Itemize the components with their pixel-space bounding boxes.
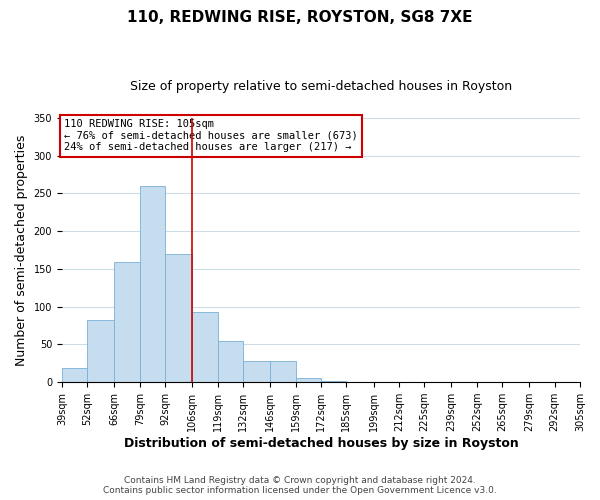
- X-axis label: Distribution of semi-detached houses by size in Royston: Distribution of semi-detached houses by …: [124, 437, 518, 450]
- Bar: [296, 378, 321, 382]
- Bar: [165, 254, 193, 382]
- Bar: [271, 361, 296, 382]
- Bar: [62, 368, 87, 382]
- Bar: [193, 312, 218, 382]
- Bar: [140, 186, 165, 382]
- Bar: [87, 320, 115, 382]
- Bar: [115, 262, 140, 382]
- Bar: [218, 340, 243, 382]
- Text: 110 REDWING RISE: 105sqm
← 76% of semi-detached houses are smaller (673)
24% of : 110 REDWING RISE: 105sqm ← 76% of semi-d…: [64, 120, 358, 152]
- Text: 110, REDWING RISE, ROYSTON, SG8 7XE: 110, REDWING RISE, ROYSTON, SG8 7XE: [127, 10, 473, 25]
- Y-axis label: Number of semi-detached properties: Number of semi-detached properties: [15, 134, 28, 366]
- Bar: [243, 361, 271, 382]
- Text: Contains HM Land Registry data © Crown copyright and database right 2024.
Contai: Contains HM Land Registry data © Crown c…: [103, 476, 497, 495]
- Title: Size of property relative to semi-detached houses in Royston: Size of property relative to semi-detach…: [130, 80, 512, 93]
